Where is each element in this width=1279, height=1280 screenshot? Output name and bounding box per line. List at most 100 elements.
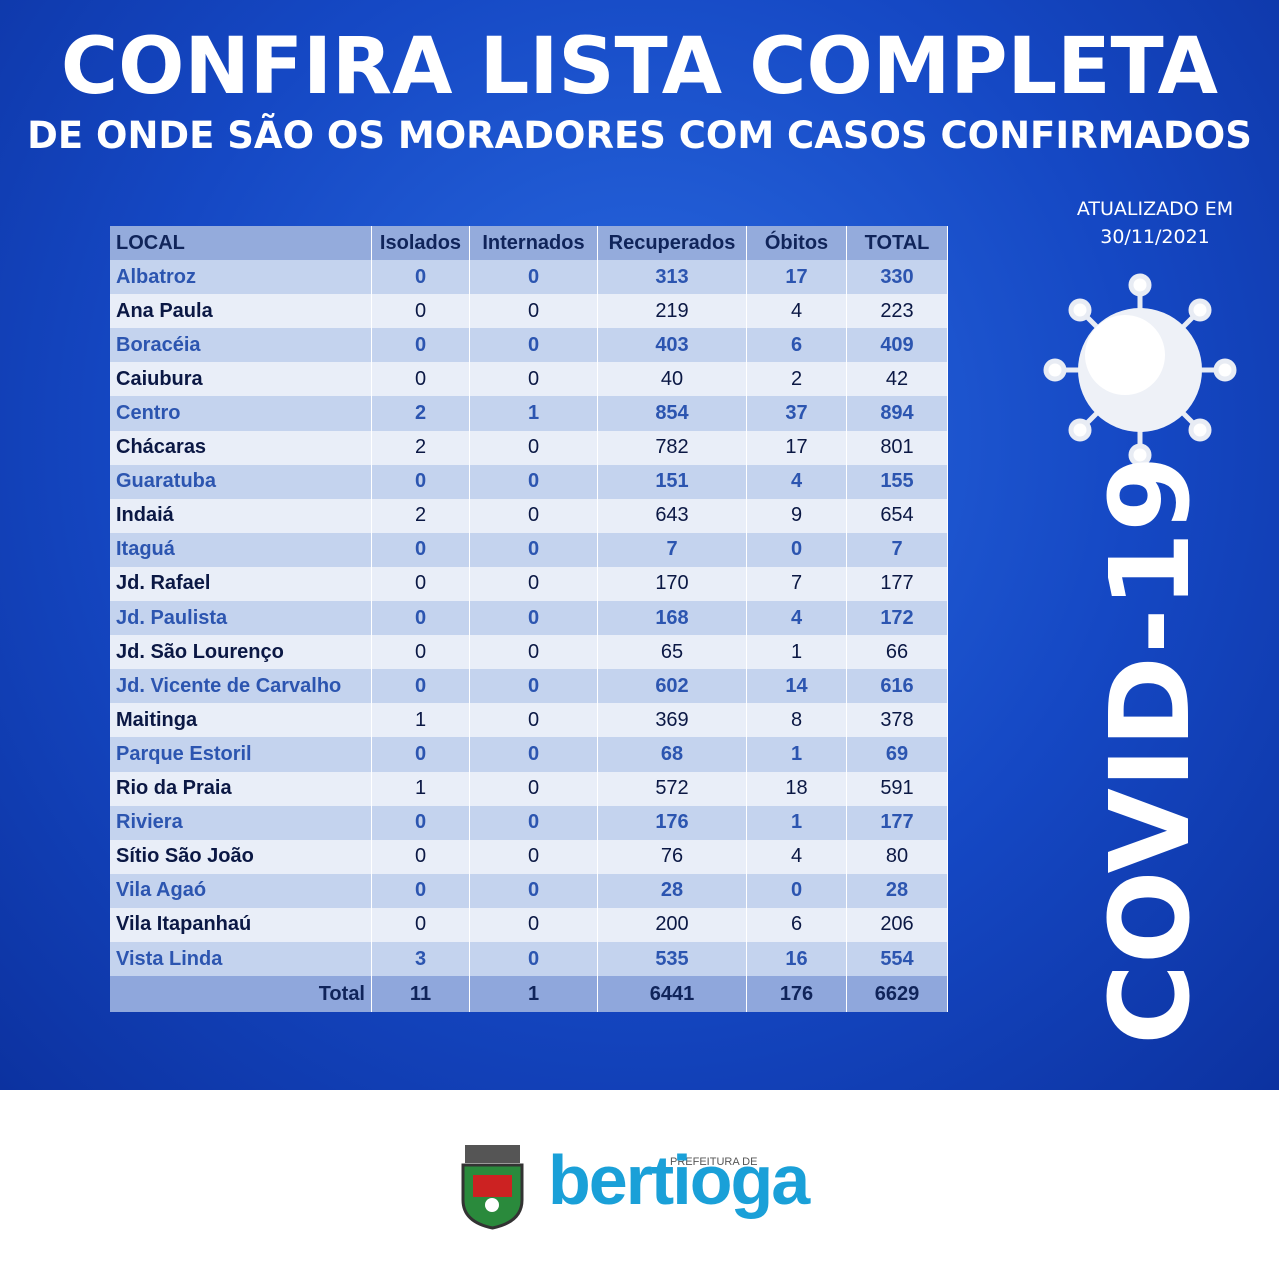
cell: 3	[372, 941, 470, 977]
cell: Maitinga	[110, 703, 372, 738]
cell: 0	[470, 907, 598, 942]
cell: 1	[470, 396, 598, 431]
cell: 616	[847, 669, 948, 704]
cell: Albatroz	[110, 260, 372, 295]
header-cell: Óbitos	[747, 226, 847, 261]
cell: 177	[847, 566, 948, 602]
cell: 1	[747, 635, 847, 670]
cell: 0	[372, 873, 470, 908]
header-cell: Isolados	[372, 226, 470, 261]
cell: 69	[847, 737, 948, 772]
table-row: Vista Linda 3 0 535 16 554	[110, 941, 948, 977]
cell: 0	[470, 294, 598, 329]
cell: 18	[747, 771, 847, 806]
total-cell: 6441	[598, 976, 747, 1013]
cell: 1	[747, 737, 847, 772]
cell: 0	[470, 737, 598, 772]
cell: 17	[747, 260, 847, 295]
total-cell: 6629	[847, 976, 948, 1013]
table-row: Maitinga 1 0 369 8 378	[110, 703, 948, 738]
cell: 0	[372, 669, 470, 704]
cell: Vista Linda	[110, 941, 372, 977]
cell: Vila Agaó	[110, 873, 372, 908]
cell: 378	[847, 703, 948, 738]
cell: 0	[372, 601, 470, 636]
cell: Jd. Vicente de Carvalho	[110, 669, 372, 704]
cell: 7	[847, 532, 948, 567]
total-cell: 11	[372, 976, 470, 1013]
cell: 4	[747, 601, 847, 636]
table-row: Jd. São Lourenço 0 0 65 1 66	[110, 635, 948, 670]
table-row: Itaguá 0 0 7 0 7	[110, 532, 948, 567]
cell: 0	[470, 430, 598, 465]
cell: 0	[470, 805, 598, 840]
table: LOCAL Isolados Internados Recuperados Óbitos…	[110, 226, 948, 1013]
cell: 572	[598, 771, 747, 806]
cell: 6	[747, 907, 847, 942]
cell: 554	[847, 941, 948, 977]
table-row: Jd. Rafael 0 0 170 7 177	[110, 566, 948, 602]
cell: 28	[847, 873, 948, 908]
cell: Guaratuba	[110, 464, 372, 499]
cell: Jd. Paulista	[110, 601, 372, 636]
cell: 66	[847, 635, 948, 670]
cell: 2	[747, 362, 847, 397]
cell: 2	[372, 396, 470, 431]
cell: 801	[847, 430, 948, 465]
cell: 1	[372, 703, 470, 738]
cell: 14	[747, 669, 847, 704]
footer-prefix: PREFEITURA DE	[670, 1156, 758, 1168]
cell: 0	[470, 362, 598, 397]
header-cell: Internados	[470, 226, 598, 261]
cell: 37	[747, 396, 847, 431]
table-row: Jd. Paulista 0 0 168 4 172	[110, 601, 948, 636]
cell: 0	[470, 635, 598, 670]
cell: Sítio São João	[110, 839, 372, 874]
table-row: Jd. Vicente de Carvalho 0 0 602 14 616	[110, 669, 948, 704]
subtitle: DE ONDE SÃO OS MORADORES COM CASOS CONFI…	[27, 114, 1252, 157]
cell: 0	[470, 532, 598, 567]
cell: 4	[747, 464, 847, 499]
footer-brand: bertioga	[548, 1141, 810, 1219]
table-row: LOCAL Isolados Internados Recuperados Óbitos…	[110, 226, 948, 261]
cell: 0	[372, 566, 470, 602]
updated-date: 30/11/2021	[1100, 226, 1210, 248]
cell: 17	[747, 430, 847, 465]
total-cell: Total	[110, 976, 372, 1013]
cell: 0	[372, 464, 470, 499]
cell: Rio da Praia	[110, 771, 372, 806]
side-label: COVID-19	[1086, 455, 1214, 1045]
cell: Jd. São Lourenço	[110, 635, 372, 670]
cell: 0	[372, 294, 470, 329]
cell: 8	[747, 703, 847, 738]
cell: 782	[598, 430, 747, 465]
cell: 0	[372, 532, 470, 567]
cell: 591	[847, 771, 948, 806]
cell: Centro	[110, 396, 372, 431]
cell: 170	[598, 566, 747, 602]
cell: 7	[747, 566, 847, 602]
cell: 0	[470, 839, 598, 874]
cell: 65	[598, 635, 747, 670]
cell: 0	[372, 362, 470, 397]
cell: Riviera	[110, 805, 372, 840]
virus-icon	[1043, 273, 1237, 467]
cell: 176	[598, 805, 747, 840]
table-row: Ana Paula 0 0 219 4 223	[110, 294, 948, 329]
cell: 1	[747, 805, 847, 840]
cell: 403	[598, 328, 747, 363]
cell: 654	[847, 498, 948, 533]
cell: 0	[470, 771, 598, 806]
cell: Ana Paula	[110, 294, 372, 329]
total-cell: 176	[747, 976, 847, 1013]
cell: 0	[372, 907, 470, 942]
cell: 0	[470, 669, 598, 704]
cell: 894	[847, 396, 948, 431]
table-row: Vila Itapanhaú 0 0 200 6 206	[110, 907, 948, 942]
cell: Indaiá	[110, 498, 372, 533]
cell: 1	[372, 771, 470, 806]
cell: 0	[747, 532, 847, 567]
updated-label: ATUALIZADO EM	[1076, 198, 1234, 220]
cell: 7	[598, 532, 747, 567]
